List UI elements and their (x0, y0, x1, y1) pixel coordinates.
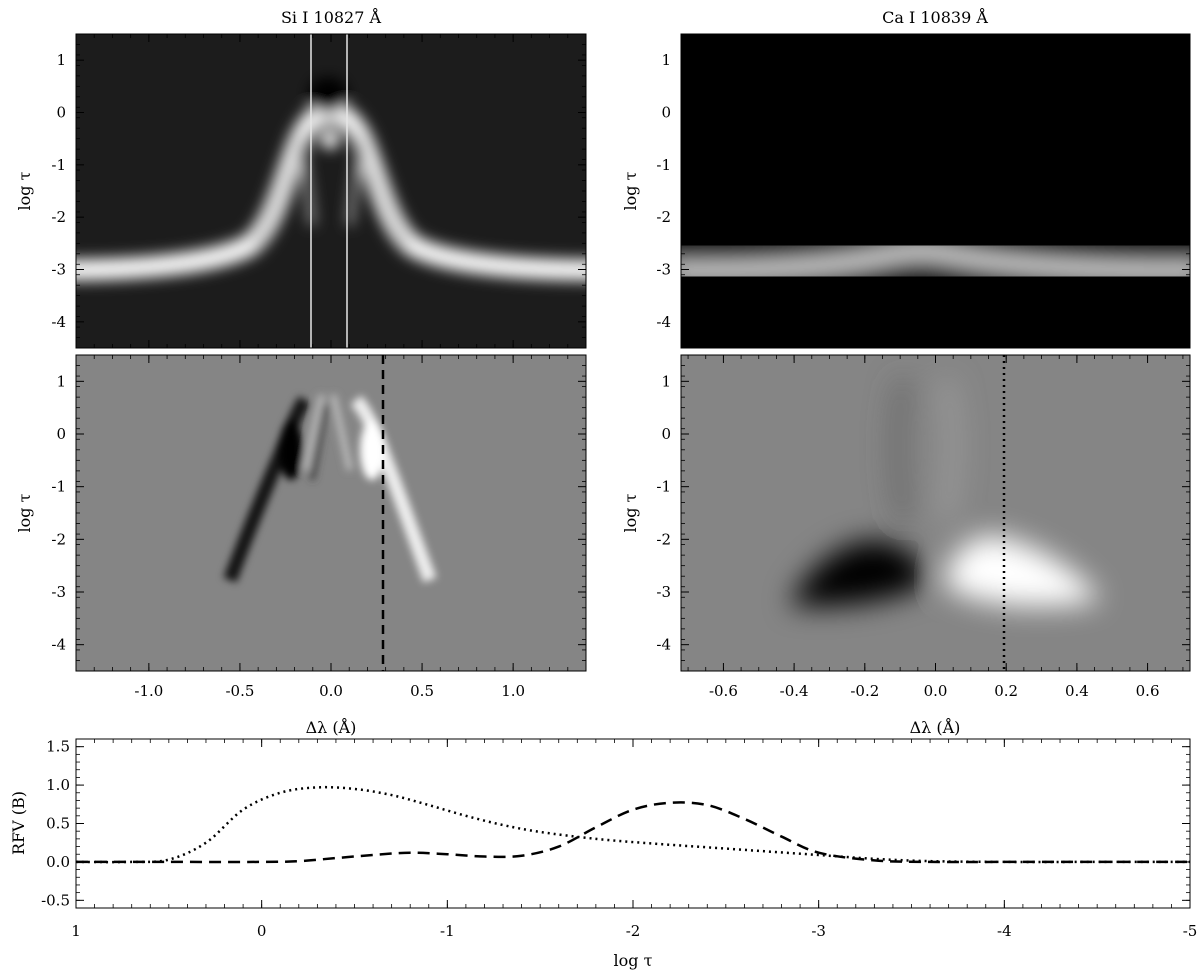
rf-xtick-label: 0 (257, 922, 267, 940)
xlabel-br: Δλ (Å) (910, 717, 961, 737)
xtick-label: -1.0 (134, 682, 163, 700)
ylabel-tl: log τ (15, 171, 34, 210)
ytick-label: -2 (51, 208, 66, 226)
rf-ytick-label: 1.0 (46, 776, 70, 794)
ytick-label: -1 (51, 478, 66, 496)
xtick-label: -0.5 (225, 682, 254, 700)
map-background (681, 34, 1190, 348)
ytick-label: 0 (661, 104, 671, 122)
map-inner-structure (302, 394, 353, 471)
ytick-label: 0 (56, 104, 66, 122)
ytick-label: -3 (656, 583, 671, 601)
rf-xtick-label: -3 (811, 922, 826, 940)
map-positive-core (360, 420, 384, 480)
ytick-label: 1 (661, 372, 671, 390)
panel-si-response (76, 355, 586, 671)
rf-xtick-label: -1 (440, 922, 455, 940)
ytick-label: -3 (51, 583, 66, 601)
ytick-label: 1 (56, 51, 66, 69)
xlabel-bl: Δλ (Å) (306, 717, 357, 737)
rf-xtick-label: -4 (997, 922, 1012, 940)
ytick-label: -1 (656, 478, 671, 496)
rf-xtick-label: 1 (71, 922, 81, 940)
plot-area (75, 738, 1191, 909)
xtick-label: 0.0 (924, 682, 948, 700)
ytick-label: -1 (51, 156, 66, 174)
map-core-spot (321, 131, 339, 149)
rf-xtick-label: -5 (1183, 922, 1198, 940)
map-negative-lobe (790, 540, 926, 607)
rf-ytick-label: 0.5 (46, 815, 70, 833)
map-positive-lobe (350, 395, 437, 583)
map-inner-band (251, 117, 411, 248)
ytick-label: -4 (51, 636, 66, 654)
rf-xtick-label: -2 (626, 922, 641, 940)
map-background (76, 355, 586, 671)
map-negative-lobe (223, 395, 311, 583)
title-si: Si I 10827 Å (281, 7, 382, 27)
ytick-label: -4 (51, 313, 66, 331)
xtick-label: 0.0 (319, 682, 343, 700)
ytick-label: 0 (56, 425, 66, 443)
ytick-label: -2 (656, 530, 671, 548)
ylabel-br: log τ (621, 493, 640, 532)
xlabel-rf: log τ (614, 951, 653, 970)
ytick-label: -2 (51, 530, 66, 548)
panel-response-functions (75, 738, 1191, 909)
map-upper-arc-light (940, 378, 958, 521)
xtick-label: -0.2 (850, 682, 879, 700)
map-negative-core (279, 420, 303, 480)
xtick-label: 0.4 (1065, 682, 1089, 700)
rf-series-dotted (75, 785, 1190, 864)
ytick-label: 1 (56, 372, 66, 390)
panel-ca-intensity (681, 34, 1190, 348)
ytick-label: -4 (656, 313, 671, 331)
ytick-label: -1 (656, 156, 671, 174)
ylabel-rf: RFV (B) (9, 791, 28, 855)
rf-ytick-label: -0.5 (41, 891, 70, 909)
ytick-label: -4 (656, 636, 671, 654)
xtick-label: 0.2 (994, 682, 1018, 700)
ytick-label: -3 (656, 261, 671, 279)
map-inner-structure-dark (309, 404, 329, 481)
ylabel-bl: log τ (15, 493, 34, 532)
map-positive-lobe (945, 535, 1100, 607)
ytick-label: -3 (51, 261, 66, 279)
rf-ytick-label: 0.0 (46, 853, 70, 871)
rf-ytick-label: 1.5 (46, 738, 70, 756)
map-upper-arc-dark (892, 378, 910, 521)
xtick-label: -0.4 (780, 682, 809, 700)
xtick-label: 1.0 (501, 682, 525, 700)
ylabel-tr: log τ (621, 171, 640, 210)
title-ca: Ca I 10839 Å (882, 7, 988, 27)
ytick-label: 1 (661, 51, 671, 69)
map-dark-core (308, 77, 348, 113)
ytick-label: 0 (661, 425, 671, 443)
xtick-label: 0.6 (1136, 682, 1160, 700)
panel-si-intensity (76, 34, 586, 348)
panel-ca-response (681, 355, 1190, 671)
xtick-label: -0.6 (709, 682, 738, 700)
xtick-label: 0.5 (410, 682, 434, 700)
ytick-label: -2 (656, 208, 671, 226)
map-background (681, 355, 1190, 671)
map-contribution-band (681, 238, 1190, 284)
